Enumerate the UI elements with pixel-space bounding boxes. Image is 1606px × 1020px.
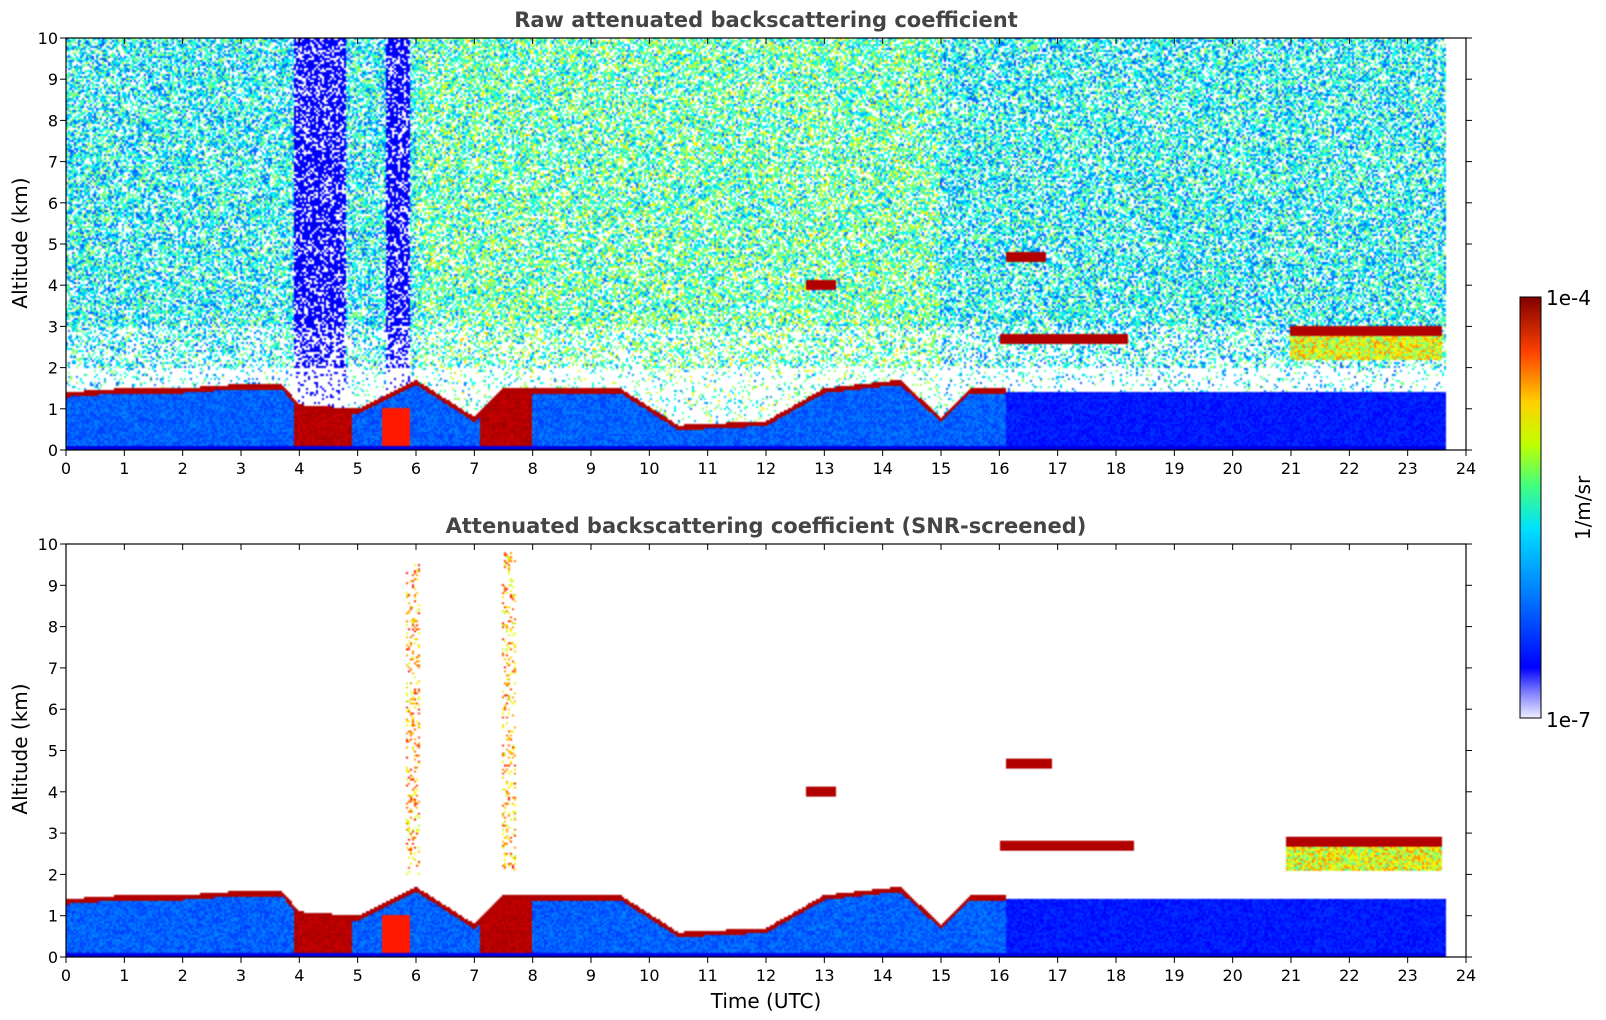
bottom-y-axis-label: Altitude (km) <box>8 683 32 814</box>
x-tick-label: 1 <box>119 459 129 478</box>
x-tick-label: 4 <box>294 966 304 985</box>
x-tick-label: 12 <box>756 966 776 985</box>
y-tick-label: 6 <box>48 700 58 719</box>
x-tick-label: 21 <box>1281 966 1301 985</box>
x-tick-label: 7 <box>469 966 479 985</box>
x-tick-label: 8 <box>528 966 538 985</box>
y-tick-label: 2 <box>48 865 58 884</box>
x-tick-label: 0 <box>61 459 71 478</box>
top-axis-ticks: 0 1 2 3 4 5 6 7 8 9 10 11 12 13 14 15 16 17 18 19 20 21 22 23 24… <box>38 29 1477 478</box>
bottom-x-axis-label: Time (UTC) <box>710 989 822 1013</box>
x-tick-label: 18 <box>1106 459 1126 478</box>
x-tick-label: 0 <box>61 966 71 985</box>
y-tick-label: 7 <box>48 153 58 172</box>
colorbar-max-label: 1e-4 <box>1546 286 1591 310</box>
bottom-panel: Attenuated backscattering coefficient (S… <box>8 514 1476 1013</box>
top-panel: Raw attenuated backscattering coefficien… <box>8 8 1476 478</box>
y-tick-label: 5 <box>48 742 58 761</box>
y-tick-label: 1 <box>48 400 58 419</box>
x-tick-label: 22 <box>1339 459 1359 478</box>
x-tick-label: 9 <box>586 966 596 985</box>
bottom-axis-ticks: 0 1 2 3 4 5 6 7 8 9 10 11 12 13 14 15 16 17 18 19 20 21 22 23 24… <box>38 535 1477 985</box>
x-tick-label: 3 <box>236 966 246 985</box>
x-tick-label: 8 <box>528 459 538 478</box>
y-tick-label: 0 <box>48 441 58 460</box>
x-tick-label: 19 <box>1164 966 1184 985</box>
x-tick-label: 18 <box>1106 966 1126 985</box>
x-tick-label: 23 <box>1397 459 1417 478</box>
x-tick-label: 15 <box>931 459 951 478</box>
x-tick-label: 5 <box>353 459 363 478</box>
x-tick-label: 13 <box>814 966 834 985</box>
y-tick-label: 8 <box>48 618 58 637</box>
y-tick-label: 0 <box>48 948 58 967</box>
y-tick-label: 2 <box>48 359 58 378</box>
x-tick-label: 20 <box>1222 459 1242 478</box>
x-tick-label: 16 <box>989 966 1009 985</box>
x-tick-label: 12 <box>756 459 776 478</box>
x-tick-label: 23 <box>1397 966 1417 985</box>
x-tick-label: 6 <box>411 459 421 478</box>
x-tick-label: 13 <box>814 459 834 478</box>
bottom-panel-ylabel: Altitude (km) <box>8 683 32 814</box>
y-tick-label: 7 <box>48 659 58 678</box>
x-tick-label: 11 <box>697 459 717 478</box>
x-tick-label: 3 <box>236 459 246 478</box>
x-tick-label: 22 <box>1339 966 1359 985</box>
x-tick-label: 19 <box>1164 459 1184 478</box>
y-tick-label: 4 <box>48 783 58 802</box>
y-tick-label: 9 <box>48 576 58 595</box>
colorbar-gradient <box>1519 296 1542 719</box>
x-tick-label: 24 <box>1456 966 1476 985</box>
x-tick-label: 11 <box>697 966 717 985</box>
x-tick-label: 20 <box>1222 966 1242 985</box>
x-tick-label: 5 <box>353 966 363 985</box>
y-tick-label: 1 <box>48 907 58 926</box>
top-panel-title: Raw attenuated backscattering coefficien… <box>514 8 1018 32</box>
top-panel-ylabel: Altitude (km) <box>8 177 32 308</box>
x-tick-label: 14 <box>872 966 892 985</box>
y-tick-label: 4 <box>48 276 58 295</box>
x-tick-label: 4 <box>294 459 304 478</box>
x-tick-label: 1 <box>119 966 129 985</box>
x-tick-label: 15 <box>931 966 951 985</box>
x-tick-label: 2 <box>178 459 188 478</box>
colorbar: 1e-4 1e-7 1/m/sr <box>1519 286 1595 732</box>
y-tick-label: 6 <box>48 194 58 213</box>
x-tick-label: 24 <box>1456 459 1476 478</box>
colorbar-unit-label: 1/m/sr <box>1571 475 1595 540</box>
x-tick-label: 17 <box>1047 966 1067 985</box>
y-tick-label: 3 <box>48 317 58 336</box>
y-tick-label: 10 <box>38 535 58 554</box>
x-tick-label: 10 <box>639 459 659 478</box>
x-tick-label: 7 <box>469 459 479 478</box>
x-tick-label: 10 <box>639 966 659 985</box>
y-tick-label: 9 <box>48 70 58 89</box>
bottom-heatmap-image <box>66 544 1466 957</box>
x-tick-label: 2 <box>178 966 188 985</box>
x-tick-label: 6 <box>411 966 421 985</box>
x-tick-label: 17 <box>1047 459 1067 478</box>
x-tick-label: 9 <box>586 459 596 478</box>
x-tick-label: 14 <box>872 459 892 478</box>
x-tick-label: 21 <box>1281 459 1301 478</box>
colorbar-min-label: 1e-7 <box>1546 708 1591 732</box>
y-tick-label: 3 <box>48 824 58 843</box>
y-tick-label: 5 <box>48 235 58 254</box>
x-tick-label: 16 <box>989 459 1009 478</box>
top-y-axis-label: Altitude (km) <box>8 177 32 308</box>
y-tick-label: 8 <box>48 111 58 130</box>
top-heatmap-image <box>66 38 1466 450</box>
bottom-panel-title: Attenuated backscattering coefficient (S… <box>446 514 1087 538</box>
y-tick-label: 10 <box>38 29 58 48</box>
